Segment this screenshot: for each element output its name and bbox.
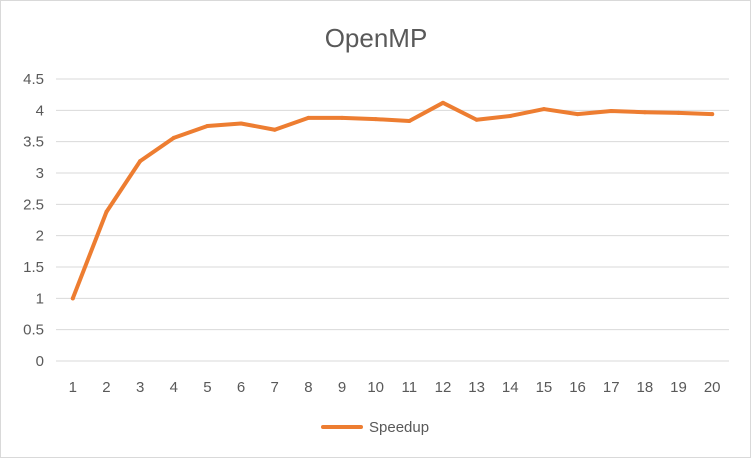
- data-point: [474, 117, 479, 122]
- data-point: [373, 117, 378, 122]
- data-point: [508, 113, 513, 118]
- series-line-speedup: [70, 100, 715, 301]
- x-tick-label: 14: [502, 379, 519, 396]
- x-tick-label: 3: [136, 379, 144, 396]
- series-layer: [70, 100, 715, 301]
- data-point: [239, 121, 244, 126]
- x-tick-label: 10: [367, 379, 384, 396]
- data-point: [609, 108, 614, 113]
- y-tick-label: 0: [36, 353, 44, 370]
- data-point: [676, 110, 681, 115]
- data-point: [70, 296, 75, 301]
- x-tick-label: 6: [237, 379, 245, 396]
- x-tick-label: 19: [670, 379, 687, 396]
- x-tick-label: 13: [468, 379, 485, 396]
- y-axis-ticks: 0 0.5 1 1.5 2 2.5 3 3.5 4 4.5: [23, 71, 44, 370]
- legend: Speedup: [321, 419, 429, 436]
- data-point: [205, 124, 210, 128]
- data-point: [575, 112, 580, 117]
- data-point: [541, 107, 546, 112]
- data-point: [272, 127, 277, 132]
- y-tick-label: 1.5: [23, 259, 44, 276]
- gridlines: [56, 78, 729, 362]
- x-tick-label: 17: [603, 379, 620, 396]
- y-tick-label: 2.5: [23, 196, 44, 213]
- y-tick-label: 3: [36, 165, 44, 182]
- data-point: [340, 115, 345, 120]
- chart-title: OpenMP: [325, 23, 428, 53]
- x-tick-label: 8: [304, 379, 312, 396]
- x-tick-label: 18: [637, 379, 654, 396]
- y-tick-label: 2: [36, 228, 44, 245]
- y-tick-label: 0.5: [23, 322, 44, 339]
- data-point: [407, 118, 412, 123]
- x-axis-ticks: 1 2 3 4 5 6 7 8 9 10 11 12 13 14 15 16 17 18 19 20: [69, 379, 721, 396]
- x-tick-label: 16: [569, 379, 586, 396]
- x-tick-label: 11: [402, 379, 418, 396]
- data-point: [171, 135, 176, 140]
- y-tick-label: 4.5: [23, 71, 44, 88]
- x-tick-label: 9: [338, 379, 346, 396]
- y-tick-label: 4: [36, 102, 44, 119]
- y-tick-label: 1: [36, 290, 44, 307]
- data-point: [440, 100, 445, 105]
- x-tick-label: 7: [271, 379, 279, 396]
- x-tick-label: 15: [536, 379, 553, 396]
- x-tick-label: 12: [435, 379, 452, 396]
- x-tick-label: 1: [69, 379, 77, 396]
- data-point: [642, 110, 647, 115]
- x-tick-label: 5: [203, 379, 211, 396]
- x-tick-label: 20: [704, 379, 721, 396]
- data-point: [104, 209, 109, 214]
- y-tick-label: 3.5: [23, 134, 44, 151]
- legend-label-speedup: Speedup: [369, 419, 429, 436]
- data-point: [138, 159, 143, 164]
- data-point: [710, 112, 715, 117]
- x-tick-label: 4: [170, 379, 178, 396]
- x-tick-label: 2: [102, 379, 110, 396]
- data-point: [306, 115, 311, 120]
